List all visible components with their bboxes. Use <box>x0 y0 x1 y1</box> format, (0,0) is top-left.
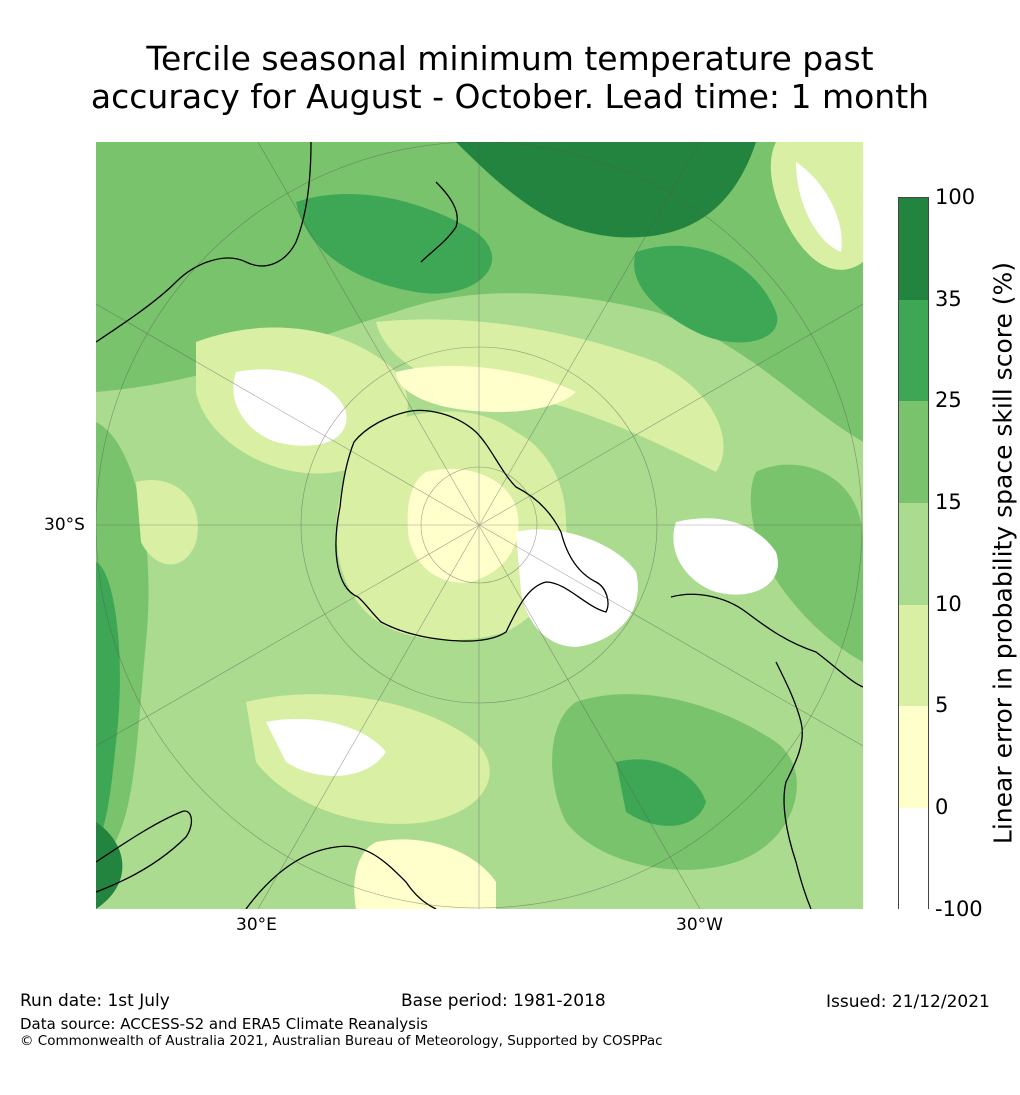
antarctica-coastline <box>335 409 609 642</box>
colorbar-tick: -100 <box>935 897 983 921</box>
coastlines <box>96 142 863 909</box>
skill-field-region <box>673 518 778 595</box>
colorbar-segment-0-5 <box>899 706 928 808</box>
colorbar-segment-15-25 <box>899 401 928 503</box>
skill-field-region <box>634 245 778 343</box>
skill-field-region <box>136 480 198 565</box>
skill-field-region <box>296 193 493 294</box>
colorbar-segment-35-100 <box>899 198 928 300</box>
australia-coastline <box>96 142 312 343</box>
title-line-1: Tercile seasonal minimum temperature pas… <box>146 39 874 78</box>
skill-field-region <box>96 822 123 909</box>
skill-field-region <box>407 468 519 583</box>
skill-field-region <box>516 529 638 647</box>
data-source: Data source: ACCESS-S2 and ERA5 Climate … <box>20 1015 428 1033</box>
lat-label-30s: 30°S <box>44 515 85 535</box>
colorbar-segment-25-35 <box>899 300 928 401</box>
colorbar-tick: 5 <box>935 693 949 717</box>
run-date: Run date: 1st July <box>20 991 170 1011</box>
colorbar-tick: 100 <box>935 185 976 209</box>
colorbar <box>898 197 929 910</box>
skill-field-region <box>354 839 496 909</box>
base-period: Base period: 1981-2018 <box>401 991 606 1011</box>
colorbar-tick: 35 <box>935 287 962 311</box>
skill-field-region <box>796 162 842 252</box>
lon-label-30w: 30°W <box>676 915 723 935</box>
meridian-line <box>257 142 701 909</box>
title-line-2: accuracy for August - October. Lead time… <box>90 77 930 116</box>
colorbar-tick: 25 <box>935 388 962 412</box>
colorbar-tick: 10 <box>935 592 962 616</box>
africa-west-coastline <box>96 810 193 893</box>
colorbar-label: Linear error in probability space skill … <box>988 261 1018 845</box>
colorbar-tick: 15 <box>935 490 962 514</box>
skill-field-region <box>233 369 347 446</box>
lon-label-30e: 30°E <box>236 915 277 935</box>
colorbar-tick: 0 <box>935 795 949 819</box>
skill-field-region <box>266 718 386 776</box>
colorbar-segment-minus100-0 <box>899 808 928 910</box>
skill-field-region <box>96 562 120 842</box>
chart-title: Tercile seasonal minimum temperature pas… <box>0 40 1020 116</box>
skill-field-region <box>616 759 706 826</box>
skill-field-region <box>750 464 863 662</box>
skill-field-region <box>396 365 576 412</box>
issued-date: Issued: 21/12/2021 <box>826 992 990 1012</box>
polar-skill-map <box>96 142 863 909</box>
colorbar-segment-5-10 <box>899 605 928 706</box>
copyright: © Commonwealth of Australia 2021, Austra… <box>20 1033 663 1049</box>
south-america-coastline <box>670 593 863 909</box>
new-zealand-coastline <box>420 181 458 263</box>
graticule <box>96 142 863 909</box>
skill-field-region <box>456 142 756 238</box>
colorbar-segment-10-15 <box>899 503 928 605</box>
